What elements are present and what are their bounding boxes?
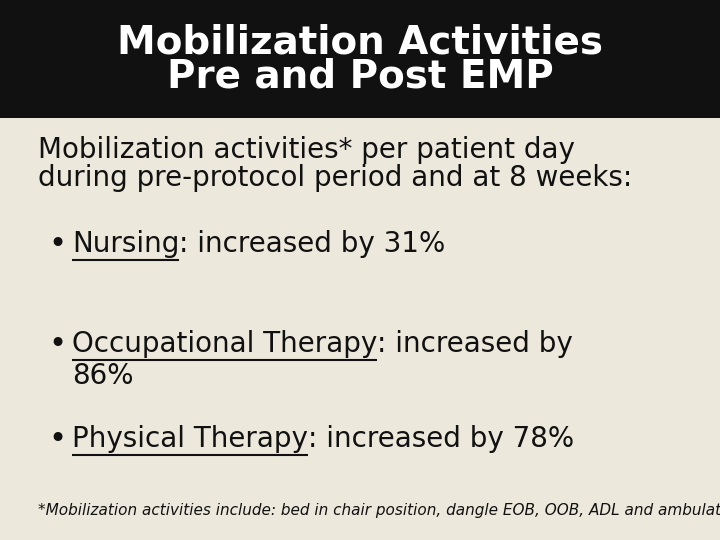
Text: *Mobilization activities include: bed in chair position, dangle EOB, OOB, ADL an: *Mobilization activities include: bed in… [38,503,720,518]
Bar [0,0,720,118]
Text: Mobilization activities* per patient day: Mobilization activities* per patient day [38,136,575,164]
Text: 86%: 86% [72,362,133,390]
Text: Mobilization Activities: Mobilization Activities [117,24,603,62]
Text: •: • [48,425,66,454]
Text: : increased by 78%: : increased by 78% [308,425,574,453]
Text: •: • [48,230,66,259]
Text: during pre-protocol period and at 8 weeks:: during pre-protocol period and at 8 week… [38,164,632,192]
Text: Occupational Therapy: Occupational Therapy [72,330,377,358]
Text: •: • [48,330,66,359]
Text: Nursing: Nursing [72,230,179,258]
Text: Physical Therapy: Physical Therapy [72,425,308,453]
Text: : increased by 31%: : increased by 31% [179,230,446,258]
Text: : increased by: : increased by [377,330,573,358]
Text: Pre and Post EMP: Pre and Post EMP [166,58,554,96]
